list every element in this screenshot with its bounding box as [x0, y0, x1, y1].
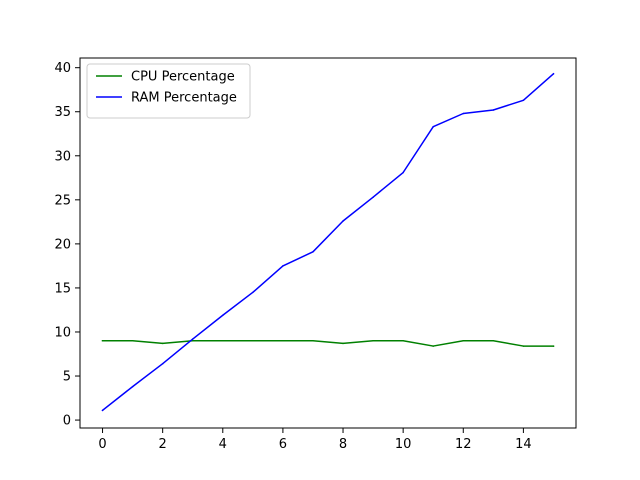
series-0-point-0: [101, 340, 104, 342]
legend-label-0: CPU Percentage: [131, 70, 235, 85]
series-1-point-0: [101, 409, 104, 412]
y-tick-label: 25: [54, 193, 71, 208]
series-0-point-8: [342, 342, 344, 345]
x-tick-label: 12: [455, 437, 472, 452]
series-1-point-7: [312, 251, 314, 253]
y-tick-label: 5: [63, 370, 71, 385]
series-line-1: [101, 72, 555, 412]
axes-layer: [79, 57, 577, 429]
x-tick-label: 6: [279, 437, 287, 452]
series-0-point-15: [552, 345, 555, 347]
series-0-point-7: [312, 340, 314, 342]
series-1-point-15: [552, 73, 555, 75]
x-tick-label: 2: [159, 437, 167, 452]
series-0-point-12: [462, 340, 465, 342]
series-0-point-4: [222, 340, 224, 342]
y-tick-label: 15: [54, 281, 71, 296]
series-1-point-10: [402, 171, 404, 174]
series-0-point-3: [191, 340, 194, 342]
y-tick-label: 20: [54, 237, 71, 252]
series-0-point-11: [432, 345, 434, 347]
series-1-point-13: [492, 109, 495, 111]
series-0-point-9: [372, 340, 374, 342]
series-0-point-10: [402, 340, 404, 342]
series-1-point-5: [252, 291, 254, 294]
series-1-point-12: [462, 112, 465, 115]
series-0-point-13: [492, 340, 495, 342]
y-tick-label: 40: [54, 61, 71, 76]
series-1-point-6: [282, 265, 284, 267]
x-tick-label: 14: [515, 437, 532, 452]
legend: CPU Percentage RAM Percentage: [86, 63, 251, 119]
series-1-point-14: [522, 99, 525, 102]
series-1-point-4: [222, 314, 224, 316]
legend-box: [86, 63, 251, 119]
series-1-point-9: [372, 196, 374, 198]
series-0-point-6: [282, 340, 284, 342]
ticks-layer: 0 2 4 6 8 10 12 14 0 5 10 15 20 25 30 35 40: [54, 61, 531, 452]
y-tick-label: 30: [54, 149, 71, 164]
series-0-point-5: [252, 340, 254, 342]
series-0-point-14: [522, 345, 525, 347]
series-0-point-2: [161, 342, 164, 345]
x-tick-label: 10: [395, 437, 412, 452]
legend-label-1: RAM Percentage: [131, 91, 237, 106]
y-tick-label: 10: [54, 325, 71, 340]
series-1-point-2: [161, 362, 164, 365]
series-line-0: [101, 340, 555, 347]
series-1-point-3: [191, 338, 194, 340]
x-tick-label: 0: [98, 437, 106, 452]
series-1-point-11: [432, 125, 434, 128]
plot-area: [80, 58, 576, 428]
series-layer: [101, 72, 555, 412]
series-0-point-1: [131, 340, 134, 342]
y-tick-label: 0: [63, 414, 71, 429]
axes-frame: [79, 57, 577, 429]
series-1-point-8: [342, 220, 344, 222]
x-tick-label: 4: [219, 437, 227, 452]
series-1-point-1: [131, 385, 134, 388]
y-tick-label: 35: [54, 105, 71, 120]
x-tick-label: 8: [339, 437, 347, 452]
